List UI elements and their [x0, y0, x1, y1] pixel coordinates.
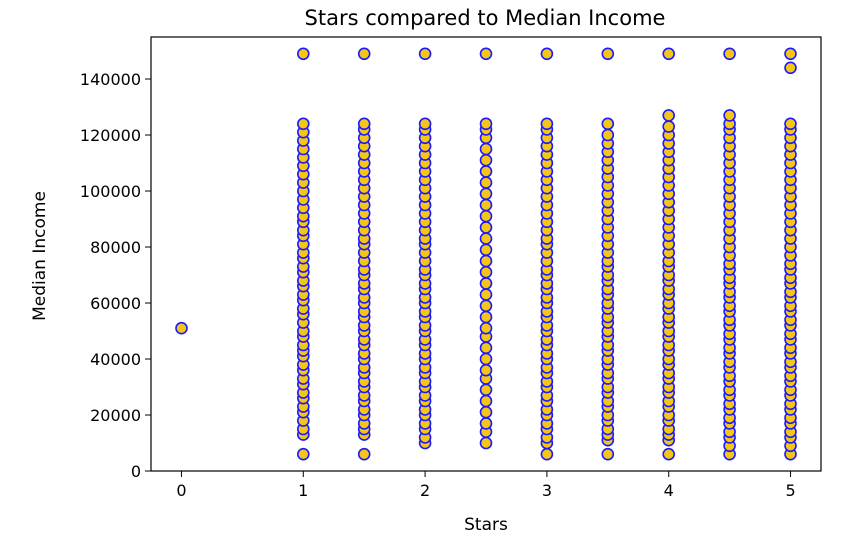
data-point — [479, 383, 493, 397]
data-point — [479, 417, 493, 430]
data-point — [479, 117, 493, 131]
data-point — [479, 232, 493, 245]
x-axis: 0 1 2 3 4 5 — [176, 471, 796, 500]
data-point — [662, 120, 676, 133]
data-point — [601, 128, 615, 142]
data-point — [479, 436, 493, 450]
data-points — [175, 47, 797, 461]
y-axis: 0 20000 40000 60000 80000 100000 120000 140000 — [80, 70, 151, 481]
data-point — [479, 321, 493, 335]
data-point — [479, 352, 493, 366]
data-point — [479, 405, 493, 419]
data-point — [479, 310, 493, 324]
plot-frame — [150, 36, 822, 472]
data-point — [479, 394, 493, 408]
data-point — [540, 117, 554, 131]
y-tick-label: 0 — [131, 462, 141, 481]
data-point — [784, 47, 797, 61]
data-point — [601, 47, 615, 61]
data-point — [479, 153, 493, 167]
y-tick-label: 20000 — [90, 406, 141, 425]
data-point — [479, 363, 493, 377]
data-point — [479, 47, 493, 61]
y-tick-label: 60000 — [90, 294, 141, 313]
y-tick-label: 80000 — [90, 238, 141, 257]
x-tick-label: 0 — [176, 481, 186, 500]
data-point — [357, 447, 371, 461]
data-point — [479, 142, 493, 156]
x-tick-label: 5 — [785, 481, 795, 500]
data-point — [479, 299, 493, 313]
data-point — [479, 265, 493, 279]
data-point — [418, 117, 432, 131]
data-point — [540, 447, 554, 461]
y-tick-label: 100000 — [80, 182, 141, 201]
data-point — [479, 277, 493, 290]
data-point — [296, 447, 310, 461]
data-point — [296, 47, 310, 61]
x-tick-label: 2 — [420, 481, 430, 500]
data-point — [662, 447, 676, 461]
data-point — [479, 187, 493, 201]
data-point — [418, 47, 432, 61]
data-point — [479, 243, 493, 257]
data-point — [662, 47, 676, 61]
data-point — [479, 221, 493, 234]
data-point — [479, 198, 493, 212]
data-point — [357, 117, 371, 131]
x-tick-label: 1 — [298, 481, 308, 500]
data-point — [357, 47, 371, 61]
data-point — [723, 109, 736, 122]
data-point — [479, 341, 493, 355]
data-point — [296, 117, 310, 131]
data-point — [784, 61, 797, 75]
y-axis-label: Median Income — [30, 191, 50, 321]
data-point — [723, 47, 736, 61]
data-point — [479, 176, 493, 189]
x-tick-label: 3 — [542, 481, 552, 500]
data-point — [479, 288, 493, 301]
y-tick-label: 140000 — [80, 70, 141, 89]
data-point — [601, 117, 615, 131]
x-axis-label: Stars — [464, 515, 508, 535]
chart-title: Stars compared to Median Income — [305, 6, 666, 30]
data-point — [540, 47, 554, 61]
data-point — [601, 447, 615, 461]
y-tick-label: 40000 — [90, 350, 141, 369]
data-point — [479, 209, 493, 223]
data-point — [479, 165, 493, 178]
data-point — [175, 321, 188, 335]
data-point — [479, 254, 493, 268]
x-tick-label: 4 — [664, 481, 674, 500]
y-tick-label: 120000 — [80, 126, 141, 145]
data-point — [662, 109, 676, 122]
data-point — [784, 117, 797, 131]
